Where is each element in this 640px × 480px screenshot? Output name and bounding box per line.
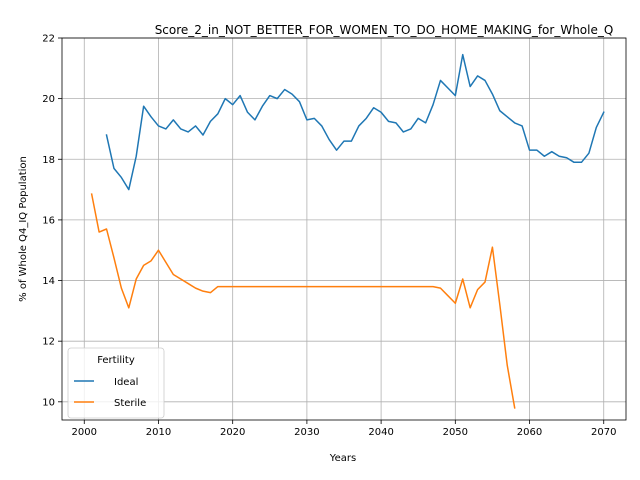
y-axis-label: % of Whole Q4_IQ Population [18, 156, 29, 302]
series-line-sterile [90, 193, 516, 409]
x-tick-label: 2040 [368, 427, 393, 438]
legend: Fertility Ideal Sterile [67, 347, 165, 419]
x-tick-label: 2060 [517, 427, 542, 438]
x-axis: 2000 2010 2020 2030 2040 2050 2060 2070 [72, 420, 616, 438]
y-tick-label: 16 [42, 215, 55, 226]
x-tick-label: 2070 [591, 427, 616, 438]
y-tick-label: 14 [42, 276, 55, 287]
plot-area-frame [61, 37, 627, 421]
y-tick-label: 20 [42, 94, 55, 105]
x-tick-label: 2050 [443, 427, 468, 438]
y-tick-label: 18 [42, 155, 55, 166]
legend-box [67, 347, 165, 419]
legend-title: Fertility [97, 355, 135, 366]
x-tick-label: 2020 [220, 427, 245, 438]
x-tick-label: 2000 [72, 427, 97, 438]
legend-label-ideal: Ideal [114, 377, 138, 388]
x-tick-label: 2030 [294, 427, 319, 438]
y-tick-label: 22 [42, 34, 55, 45]
chart-title: Score_2_in_NOT_BETTER_FOR_WOMEN_TO_DO_HO… [155, 23, 614, 37]
x-tick-label: 2010 [146, 427, 171, 438]
series-group [90, 53, 605, 409]
y-tick-label: 12 [42, 337, 55, 348]
series-line-ideal [105, 53, 605, 191]
x-axis-label: Years [329, 453, 356, 464]
y-tick-label: 10 [42, 397, 55, 408]
legend-label-sterile: Sterile [114, 398, 146, 409]
y-axis: 10 12 14 16 18 20 22 [42, 34, 62, 408]
